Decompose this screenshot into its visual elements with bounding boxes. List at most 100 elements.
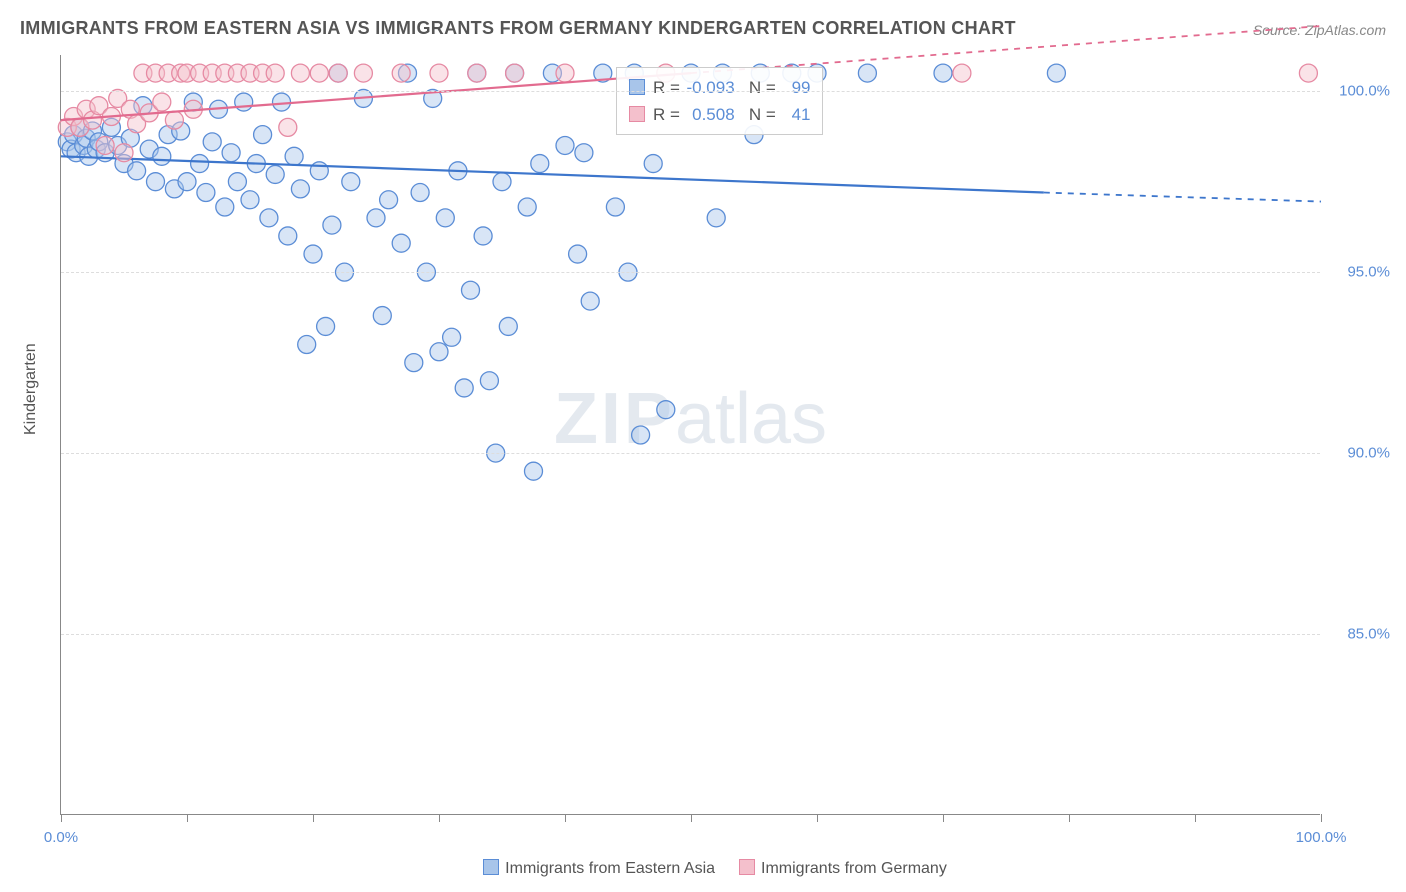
- data-point: [707, 209, 725, 227]
- data-point: [291, 180, 309, 198]
- data-point: [644, 155, 662, 173]
- x-tick: [187, 814, 188, 822]
- data-point: [405, 354, 423, 372]
- data-point: [291, 64, 309, 82]
- data-point: [329, 64, 347, 82]
- y-axis-label: Kindergarten: [22, 343, 40, 435]
- data-point: [934, 64, 952, 82]
- data-point: [228, 173, 246, 191]
- data-point: [430, 64, 448, 82]
- stats-row: R = 0.508 N = 41: [629, 101, 810, 128]
- legend-swatch: [629, 106, 645, 122]
- data-point: [153, 147, 171, 165]
- x-tick-label: 0.0%: [44, 829, 78, 846]
- data-point: [153, 93, 171, 111]
- legend-label: Immigrants from Eastern Asia: [505, 860, 715, 877]
- data-point: [392, 234, 410, 252]
- data-point: [380, 191, 398, 209]
- data-point: [1047, 64, 1065, 82]
- data-point: [518, 198, 536, 216]
- gridline: [61, 91, 1320, 92]
- legend-bottom: Immigrants from Eastern AsiaImmigrants f…: [0, 859, 1406, 878]
- data-point: [430, 343, 448, 361]
- x-tick: [313, 814, 314, 822]
- data-point: [165, 111, 183, 129]
- data-point: [128, 162, 146, 180]
- data-point: [474, 227, 492, 245]
- chart-svg: [61, 55, 1320, 814]
- data-point: [203, 133, 221, 151]
- data-point: [310, 64, 328, 82]
- legend-swatch: [739, 859, 755, 875]
- gridline: [61, 272, 1320, 273]
- data-point: [279, 227, 297, 245]
- data-point: [222, 144, 240, 162]
- data-point: [657, 401, 675, 419]
- y-tick-label: 85.0%: [1330, 626, 1390, 643]
- data-point: [241, 191, 259, 209]
- trend-line-dashed: [1044, 193, 1321, 202]
- stat-n: 99: [780, 74, 810, 101]
- y-tick-label: 90.0%: [1330, 445, 1390, 462]
- data-point: [254, 126, 272, 144]
- data-point: [443, 328, 461, 346]
- x-tick: [565, 814, 566, 822]
- data-point: [273, 93, 291, 111]
- stat-r: -0.093: [685, 74, 735, 101]
- data-point: [556, 64, 574, 82]
- data-point: [342, 173, 360, 191]
- data-point: [506, 64, 524, 82]
- data-point: [96, 136, 114, 154]
- data-point: [216, 198, 234, 216]
- data-point: [323, 216, 341, 234]
- x-tick: [1195, 814, 1196, 822]
- data-point: [279, 118, 297, 136]
- data-point: [354, 64, 372, 82]
- stats-legend-box: R = -0.093 N = 99R = 0.508 N = 41: [616, 67, 823, 135]
- data-point: [392, 64, 410, 82]
- stats-row: R = -0.093 N = 99: [629, 74, 810, 101]
- plot-area: ZIPatlas R = -0.093 N = 99R = 0.508 N = …: [60, 55, 1320, 815]
- x-tick: [61, 814, 62, 822]
- data-point: [298, 336, 316, 354]
- data-point: [411, 184, 429, 202]
- data-point: [581, 292, 599, 310]
- legend-swatch: [629, 79, 645, 95]
- legend-swatch: [483, 859, 499, 875]
- data-point: [480, 372, 498, 390]
- x-tick: [817, 814, 818, 822]
- data-point: [499, 317, 517, 335]
- data-point: [304, 245, 322, 263]
- x-tick: [439, 814, 440, 822]
- data-point: [285, 147, 303, 165]
- data-point: [317, 317, 335, 335]
- data-point: [373, 307, 391, 325]
- y-tick-label: 95.0%: [1330, 264, 1390, 281]
- data-point: [436, 209, 454, 227]
- data-point: [266, 64, 284, 82]
- data-point: [455, 379, 473, 397]
- data-point: [525, 462, 543, 480]
- data-point: [310, 162, 328, 180]
- data-point: [147, 173, 165, 191]
- stat-n: 41: [780, 101, 810, 128]
- source-attribution: Source: ZipAtlas.com: [1253, 22, 1386, 38]
- data-point: [178, 173, 196, 191]
- x-tick: [943, 814, 944, 822]
- data-point: [266, 165, 284, 183]
- data-point: [1299, 64, 1317, 82]
- data-point: [531, 155, 549, 173]
- data-point: [197, 184, 215, 202]
- x-tick: [1069, 814, 1070, 822]
- data-point: [235, 93, 253, 111]
- data-point: [632, 426, 650, 444]
- data-point: [367, 209, 385, 227]
- chart-title: IMMIGRANTS FROM EASTERN ASIA VS IMMIGRAN…: [20, 18, 1016, 39]
- data-point: [191, 155, 209, 173]
- data-point: [606, 198, 624, 216]
- data-point: [569, 245, 587, 263]
- data-point: [556, 136, 574, 154]
- data-point: [468, 64, 486, 82]
- data-point: [953, 64, 971, 82]
- gridline: [61, 634, 1320, 635]
